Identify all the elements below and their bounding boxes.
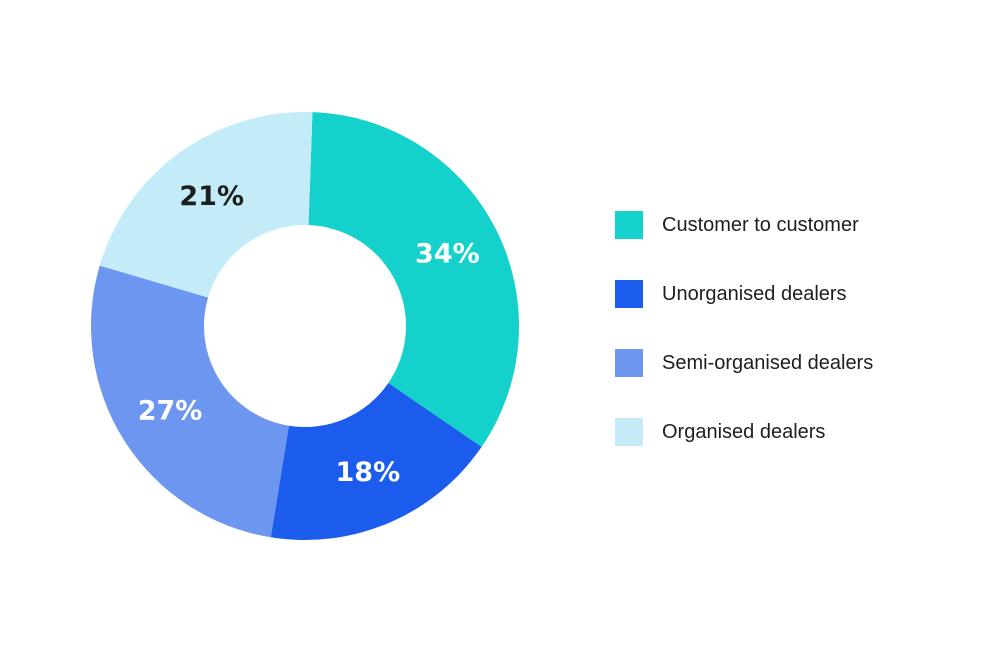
legend-label: Unorganised dealers [662, 283, 847, 305]
legend-swatch [615, 280, 643, 308]
donut-slices [90, 111, 519, 540]
legend-swatch [615, 349, 643, 377]
legend-item-organised-dealers: Organised dealers [615, 418, 825, 446]
slice-unorganised-dealers [270, 383, 482, 540]
slice-semi-organised-dealers [90, 265, 289, 538]
legend-item-customer-to-customer: Customer to customer [615, 211, 859, 239]
legend-swatch [615, 418, 643, 446]
legend-label: Organised dealers [662, 421, 825, 443]
legend-label: Semi-organised dealers [662, 352, 873, 374]
slice-label-semi-organised-dealers: 27% [138, 395, 203, 426]
slice-label-customer-to-customer: 34% [415, 239, 480, 270]
slice-label-unorganised-dealers: 18% [336, 457, 401, 488]
legend: Customer to customer Unorganised dealers S… [615, 211, 873, 446]
slice-labels: 34% 18% 27% 21% [138, 181, 480, 488]
legend-item-unorganised-dealers: Unorganised dealers [615, 280, 847, 308]
slice-customer-to-customer [308, 112, 519, 447]
legend-label: Customer to customer [662, 214, 859, 236]
slice-label-organised-dealers: 21% [179, 181, 244, 212]
slice-organised-dealers [99, 111, 313, 298]
legend-item-semi-organised-dealers: Semi-organised dealers [615, 349, 873, 377]
legend-swatch [615, 211, 643, 239]
